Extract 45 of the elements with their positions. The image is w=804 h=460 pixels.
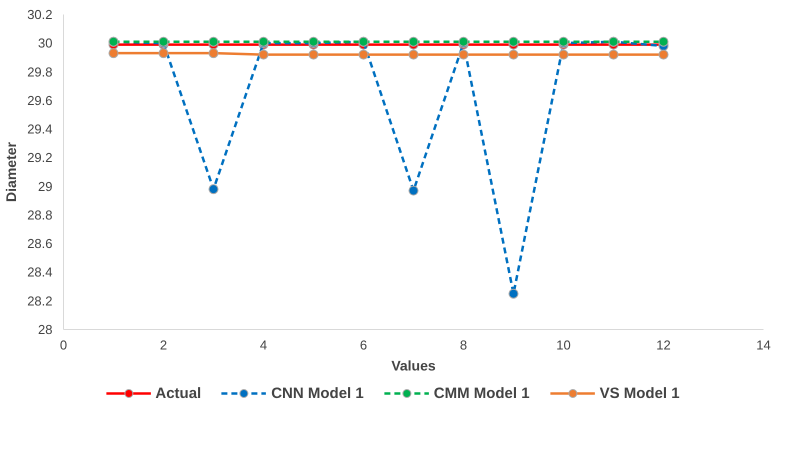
y-tick-label: 29.2 (27, 150, 53, 166)
x-tick-label: 8 (460, 338, 468, 352)
point (558, 50, 568, 60)
legend-label: VS Model 1 (600, 384, 680, 402)
x-tick-label: 6 (360, 338, 368, 352)
point (308, 50, 318, 60)
point (608, 50, 618, 60)
y-tick-label: 28.6 (27, 236, 53, 252)
x-tick-label: 2 (160, 338, 168, 352)
y-axis-title: Diameter (3, 141, 20, 202)
x-tick-label: 14 (756, 338, 771, 352)
x-tick-label: 4 (260, 338, 268, 352)
point (158, 48, 168, 58)
y-tick-label: 30 (38, 36, 53, 51)
point (258, 50, 268, 60)
y-tick-label: 29.8 (27, 64, 53, 80)
legend-label: Actual (155, 384, 202, 402)
point (208, 36, 218, 47)
legend-label: CNN Model 1 (271, 384, 364, 402)
y-tick-label: 28.4 (27, 264, 53, 280)
point (658, 50, 668, 60)
legend-label: CMM Model 1 (434, 384, 530, 402)
point (508, 288, 518, 299)
y-tick-label: 29.4 (27, 122, 53, 137)
y-tick-label: 28.2 (27, 293, 53, 308)
y-tick-label: 30.2 (27, 7, 53, 22)
point (358, 50, 368, 60)
y-tick-label: 28 (38, 322, 53, 337)
x-tick-label: 10 (556, 338, 571, 352)
point (208, 48, 218, 58)
point (408, 186, 418, 196)
point (408, 36, 418, 47)
y-tick-label: 29.6 (27, 92, 53, 108)
x-tick-label: 0 (60, 338, 68, 352)
x-tick-label: 12 (656, 338, 671, 352)
point (458, 50, 468, 60)
point (508, 36, 518, 47)
x-axis-title: Values (391, 358, 436, 374)
point (108, 48, 118, 58)
y-tick-label: 28.8 (27, 207, 53, 222)
point (208, 184, 218, 194)
point (658, 36, 668, 47)
y-tick-label: 29 (38, 178, 53, 194)
point (408, 50, 418, 60)
point (508, 50, 518, 60)
